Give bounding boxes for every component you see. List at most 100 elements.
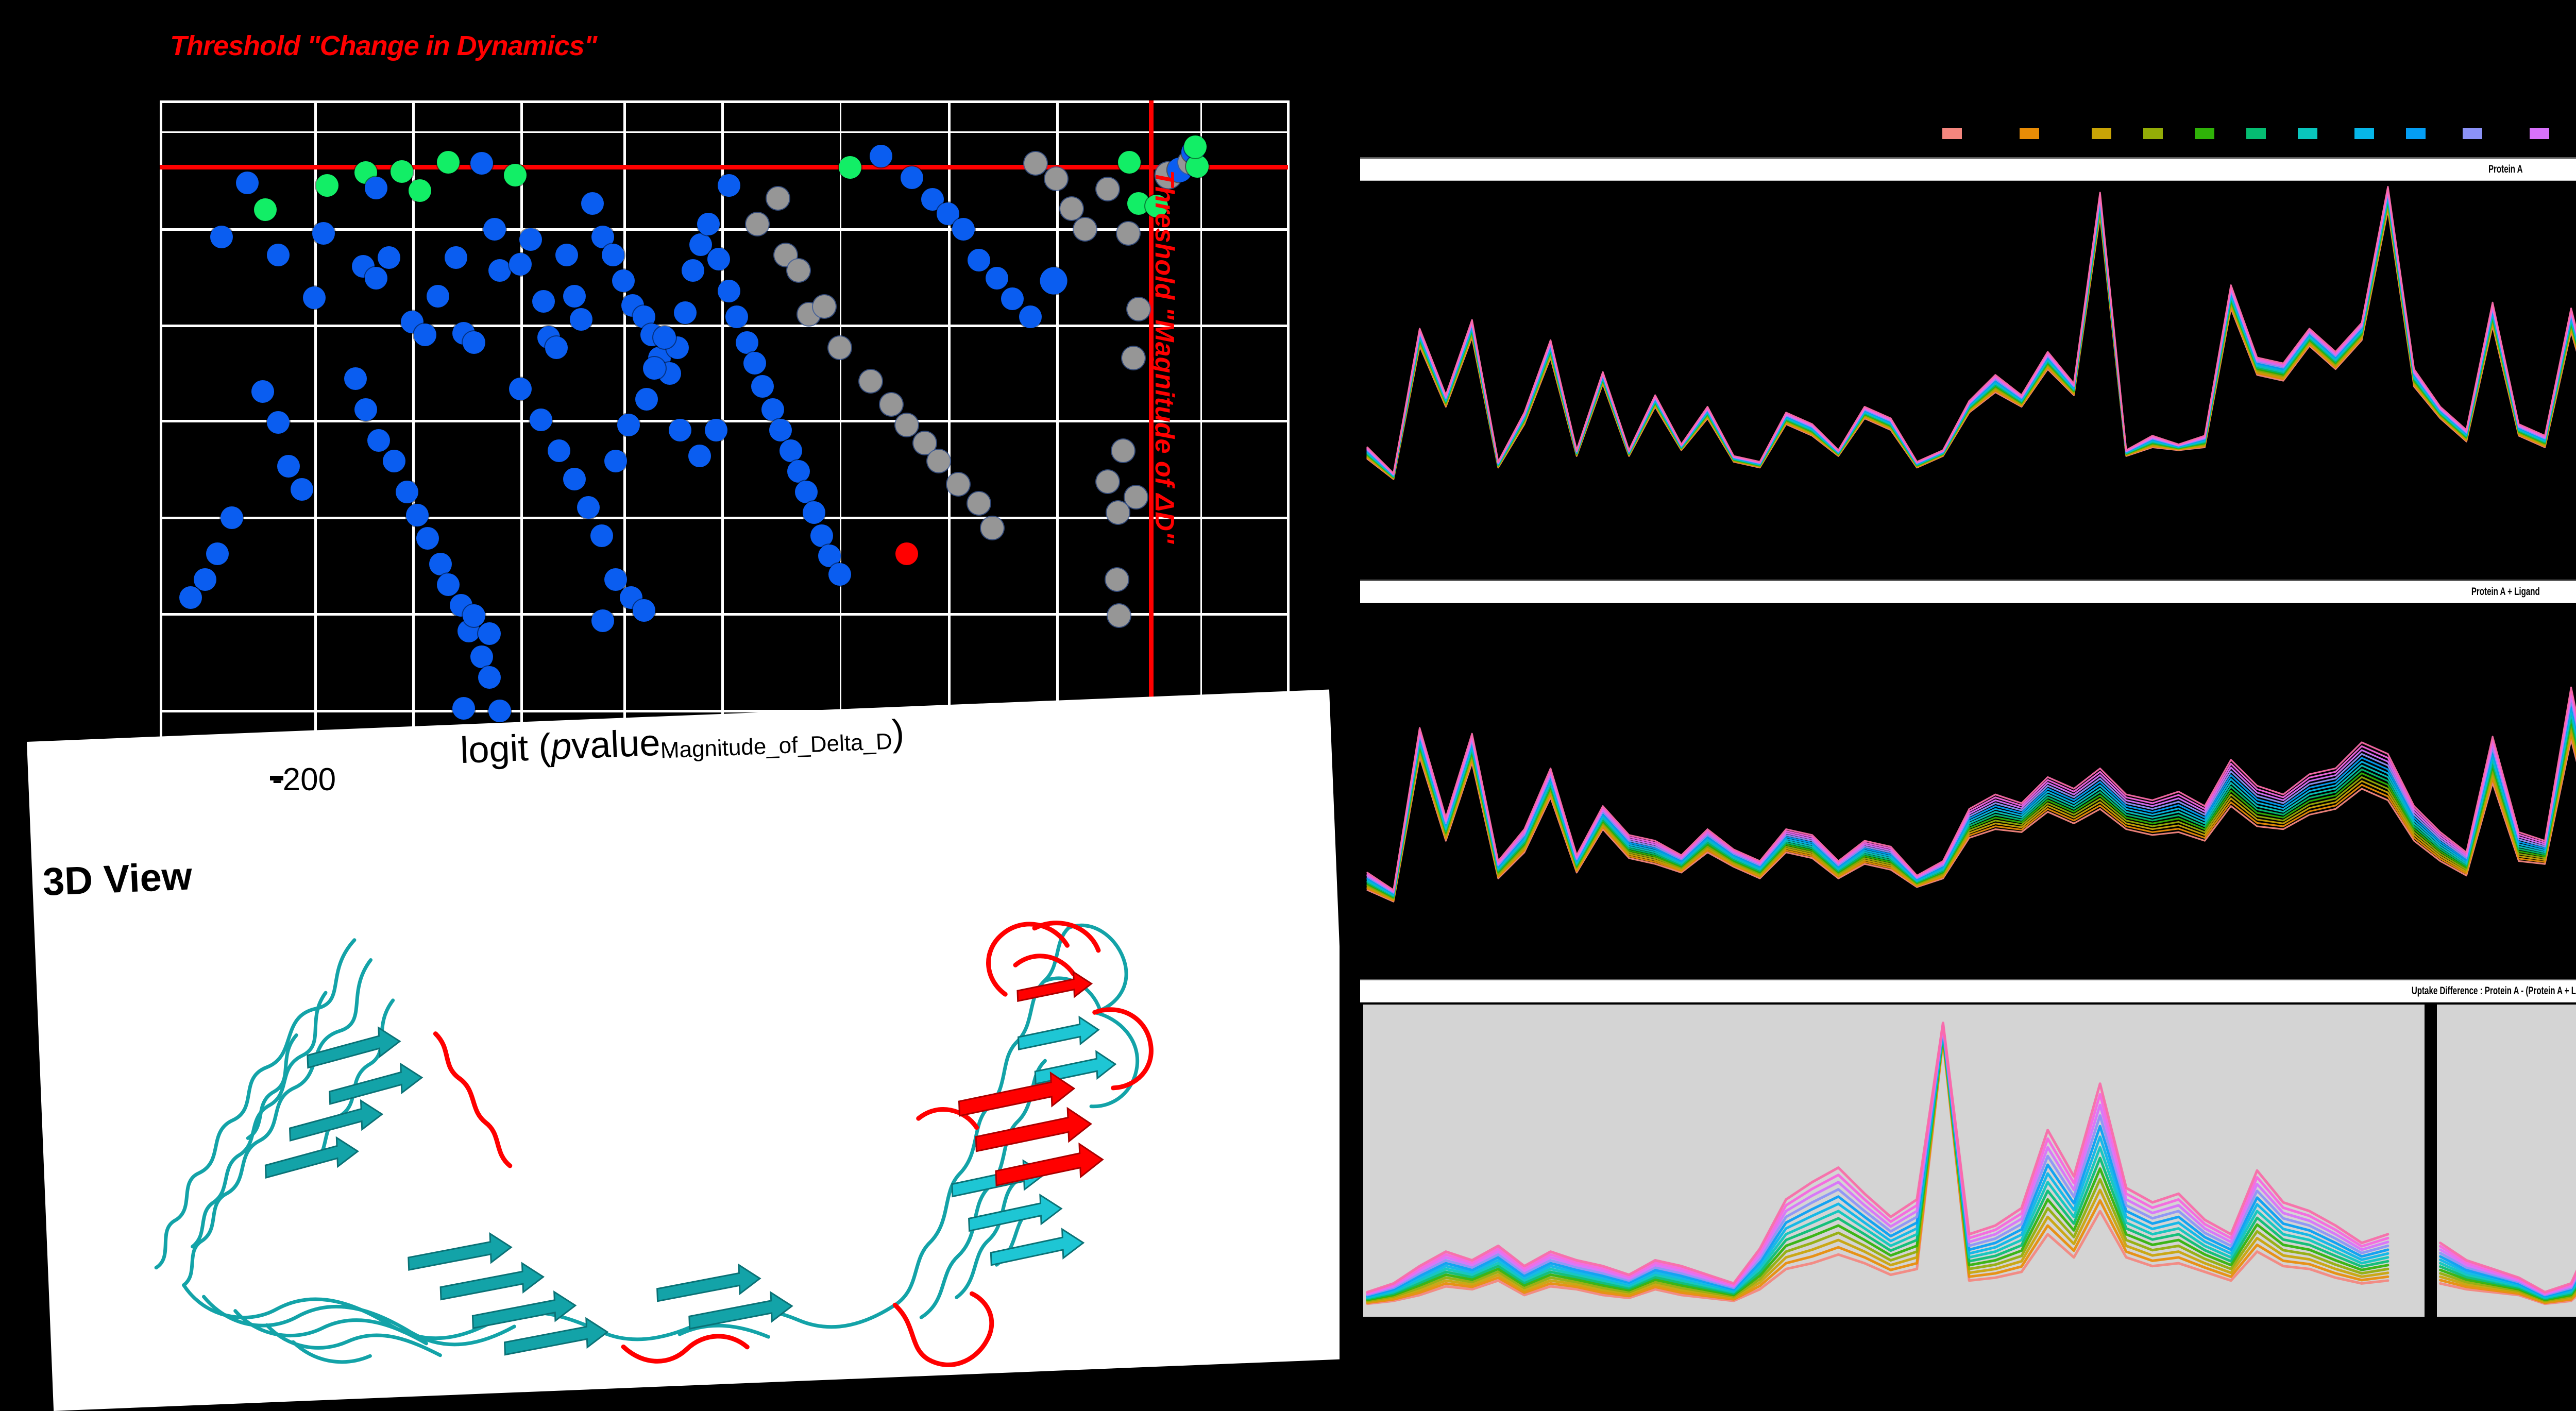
scatter-point-blue[interactable] xyxy=(653,326,676,349)
scatter-point-blue[interactable] xyxy=(952,218,975,241)
scatter-point-blue[interactable] xyxy=(267,411,290,434)
scatter-point-grey[interactable] xyxy=(1107,501,1129,524)
legend-swatch-9[interactable] xyxy=(2406,128,2426,139)
scatter-point-blue[interactable] xyxy=(429,553,452,575)
scatter-point-grey[interactable] xyxy=(813,295,836,318)
legend-swatch-3[interactable] xyxy=(2092,128,2111,139)
scatter-point-blue[interactable] xyxy=(743,352,766,375)
scatter-point-blue[interactable] xyxy=(688,445,711,467)
scatter-point-blue[interactable] xyxy=(590,524,613,547)
scatter-point-grey[interactable] xyxy=(1024,152,1047,175)
scatter-point-blue[interactable] xyxy=(555,244,578,266)
scatter-point-grey[interactable] xyxy=(1127,298,1150,320)
scatter-point-grey[interactable] xyxy=(895,414,918,436)
scatter-point-grey[interactable] xyxy=(913,432,936,454)
scatter-point-blue[interactable] xyxy=(344,367,367,390)
scatter-point-blue[interactable] xyxy=(669,419,691,441)
scatter-point-blue[interactable] xyxy=(795,481,818,503)
timepoint-legend[interactable] xyxy=(1942,128,2576,145)
scatter-point-blue[interactable] xyxy=(633,599,655,622)
scatter-point-blue[interactable] xyxy=(548,439,570,462)
scatter-point-blue[interactable] xyxy=(612,269,635,292)
scatter-point-blue[interactable] xyxy=(581,192,604,215)
scatter-point-blue[interactable] xyxy=(718,280,740,302)
scatter-point-blue[interactable] xyxy=(416,527,439,550)
scatter-point-blue[interactable] xyxy=(604,568,627,591)
scatter-point-blue[interactable] xyxy=(689,233,712,256)
scatter-point-green[interactable] xyxy=(1186,155,1209,178)
scatter-point-grey[interactable] xyxy=(927,450,950,472)
three-d-view-card[interactable]: logit (pvalueMagnitude_of_Delta_D) 3D Vi… xyxy=(27,689,1357,1411)
scatter-point-blue[interactable] xyxy=(478,666,501,689)
scatter-point-blue[interactable] xyxy=(705,419,727,441)
scatter-point-grey[interactable] xyxy=(968,492,990,515)
scatter-point-blue[interactable] xyxy=(828,563,851,586)
scatter-point-blue[interactable] xyxy=(483,218,506,241)
scatter-point-blue[interactable] xyxy=(488,259,511,282)
scatter-point-blue[interactable] xyxy=(470,645,493,668)
scatter-point-blue[interactable] xyxy=(803,501,825,524)
scatter-point-blue[interactable] xyxy=(602,244,624,266)
scatter-point-blue[interactable] xyxy=(725,305,748,328)
scatter-point-blue[interactable] xyxy=(367,429,390,452)
scatter-point-blue[interactable] xyxy=(478,622,501,645)
scatter-point-grey[interactable] xyxy=(1096,178,1119,200)
scatter-point-blue[interactable] xyxy=(365,267,387,290)
scatter-point-grey[interactable] xyxy=(1096,470,1119,493)
scatter-point-blue[interactable] xyxy=(406,504,429,526)
scatter-point-blue[interactable] xyxy=(414,324,436,346)
scatter-point-blue[interactable] xyxy=(697,213,720,235)
scatter-point-green[interactable] xyxy=(839,156,861,179)
scatter-point-blue[interactable] xyxy=(968,249,990,271)
scatter-point-blue[interactable] xyxy=(210,226,233,248)
scatter-point-grey[interactable] xyxy=(1117,222,1140,245)
legend-swatch-11[interactable] xyxy=(2530,128,2549,139)
scatter-point-blue[interactable] xyxy=(303,286,326,309)
scatter-point-green[interactable] xyxy=(1118,151,1141,174)
scatter-point-blue[interactable] xyxy=(901,166,923,189)
scatter-point-blue[interactable] xyxy=(365,177,387,199)
scatter-point-grey[interactable] xyxy=(828,336,851,359)
scatter-point-blue[interactable] xyxy=(354,398,377,421)
scatter-point-blue[interactable] xyxy=(277,455,300,478)
scatter-point-blue[interactable] xyxy=(251,380,274,403)
scatter-point-green[interactable] xyxy=(254,198,277,221)
scatter-point-blue[interactable] xyxy=(312,222,335,245)
scatter-point-green[interactable] xyxy=(391,160,413,183)
scatter-point-blue[interactable] xyxy=(779,439,802,462)
legend-swatch-1[interactable] xyxy=(1942,128,1962,139)
scatter-point-blue[interactable] xyxy=(488,700,511,722)
scatter-point-blue[interactable] xyxy=(194,568,216,591)
scatter-point-grey[interactable] xyxy=(1112,439,1134,462)
scatter-point-blue[interactable] xyxy=(267,244,290,266)
scatter-point-blue[interactable] xyxy=(1019,305,1042,328)
scatter-point-grey[interactable] xyxy=(1074,218,1096,241)
scatter-point-grey[interactable] xyxy=(859,370,882,393)
scatter-point-blue[interactable] xyxy=(604,450,627,472)
scatter-point-blue[interactable] xyxy=(577,496,600,519)
scatter-point-green[interactable] xyxy=(409,179,431,202)
legend-swatch-10[interactable] xyxy=(2463,128,2482,139)
scatter-point-blue[interactable] xyxy=(563,468,586,490)
scatter-point-blue[interactable] xyxy=(570,308,592,331)
legend-swatch-6[interactable] xyxy=(2246,128,2266,139)
protein-ribbon-graphic[interactable] xyxy=(33,859,1355,1406)
legend-swatch-2[interactable] xyxy=(2020,128,2039,139)
chart-block-protein-a-ligand[interactable]: Protein A + Ligand xyxy=(1360,580,2576,920)
scatter-plot-area[interactable] xyxy=(160,100,1290,747)
scatter-point-blue[interactable] xyxy=(769,419,792,441)
scatter-point-blue[interactable] xyxy=(291,478,313,501)
scatter-point-blue[interactable] xyxy=(563,285,586,308)
scatter-point-blue[interactable] xyxy=(682,259,704,282)
scatter-point-blue[interactable] xyxy=(470,152,493,175)
scatter-point-green[interactable] xyxy=(504,164,527,186)
scatter-point-blue[interactable] xyxy=(427,285,449,308)
scatter-point-blue[interactable] xyxy=(1001,287,1024,310)
scatter-point-blue[interactable] xyxy=(810,524,833,547)
scatter-point-blue[interactable] xyxy=(761,398,784,421)
chart-block-uptake-difference[interactable]: Uptake Difference : Protein A - (Protein… xyxy=(1360,979,2576,1319)
scatter-point-grey[interactable] xyxy=(947,473,970,496)
scatter-point-blue[interactable] xyxy=(718,174,740,197)
scatter-point-grey[interactable] xyxy=(767,187,789,210)
scatter-point-blue[interactable] xyxy=(787,460,810,483)
